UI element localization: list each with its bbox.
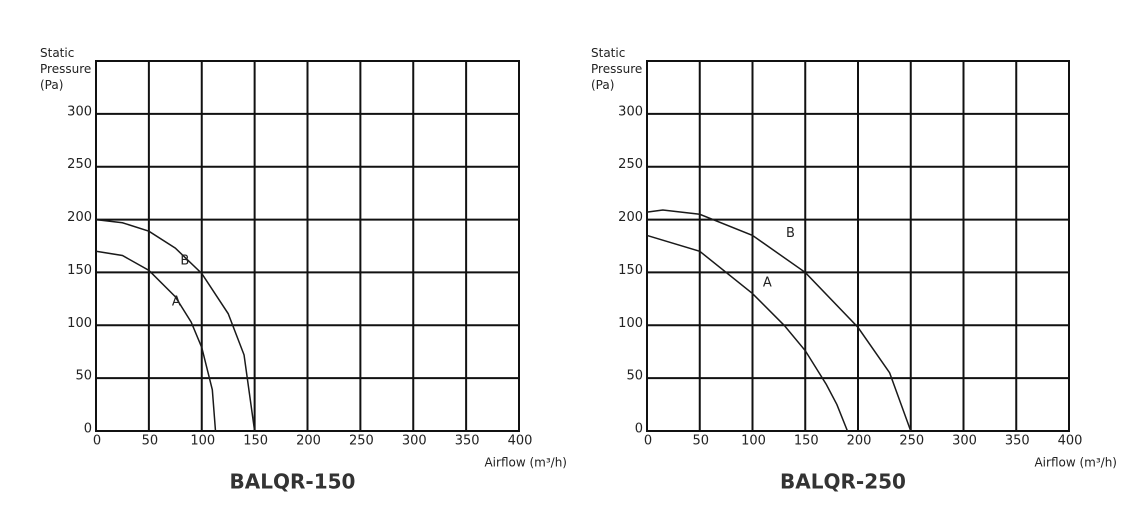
x-tick-label: 100 <box>741 434 766 449</box>
x-tick-label: 400 <box>508 434 533 449</box>
x-tick-label: 300 <box>402 434 427 449</box>
y-tick-label: 200 <box>67 210 92 225</box>
curve-label: B <box>786 226 795 241</box>
y-tick-label: 300 <box>618 104 643 119</box>
y-tick-label: 0 <box>635 422 643 437</box>
x-tick-label: 150 <box>243 434 268 449</box>
x-tick-label: 0 <box>644 434 652 449</box>
x-tick-label: 50 <box>692 434 709 449</box>
curve <box>95 218 256 432</box>
y-tick-label: 100 <box>67 316 92 331</box>
x-tick-label: 100 <box>190 434 215 449</box>
x-tick-label: 150 <box>794 434 819 449</box>
x-tick-label: 350 <box>455 434 480 449</box>
x-tick-label: 200 <box>847 434 872 449</box>
chart-title: BALQR-250 <box>780 470 906 494</box>
curve <box>95 250 217 432</box>
curve <box>646 234 849 432</box>
x-tick-label: 350 <box>1005 434 1030 449</box>
curve <box>646 209 912 432</box>
y-tick-label: 50 <box>75 369 92 384</box>
x-tick-label: 250 <box>899 434 924 449</box>
x-tick-label: 0 <box>93 434 101 449</box>
y-tick-label: 150 <box>67 263 92 278</box>
y-axis-label: Static Pressure (Pa) <box>591 46 643 92</box>
curve-label: A <box>763 276 772 291</box>
curve-label: B <box>180 253 189 268</box>
y-tick-label: 300 <box>67 104 92 119</box>
chart-title: BALQR-150 <box>230 470 356 494</box>
y-tick-label: 250 <box>67 157 92 172</box>
x-axis-label: Airflow (m³/h) <box>484 456 567 470</box>
x-tick-label: 400 <box>1058 434 1083 449</box>
y-tick-label: 100 <box>618 316 643 331</box>
y-tick-label: 200 <box>618 210 643 225</box>
x-tick-label: 300 <box>952 434 977 449</box>
x-tick-label: 250 <box>349 434 374 449</box>
y-tick-label: 250 <box>618 157 643 172</box>
curve-label: A <box>172 295 181 310</box>
x-tick-label: 200 <box>296 434 321 449</box>
y-tick-label: 0 <box>84 422 92 437</box>
y-axis-label: Static Pressure (Pa) <box>40 46 92 92</box>
y-tick-label: 50 <box>626 369 643 384</box>
y-tick-label: 150 <box>618 263 643 278</box>
x-tick-label: 50 <box>142 434 159 449</box>
x-axis-label: Airflow (m³/h) <box>1034 456 1117 470</box>
